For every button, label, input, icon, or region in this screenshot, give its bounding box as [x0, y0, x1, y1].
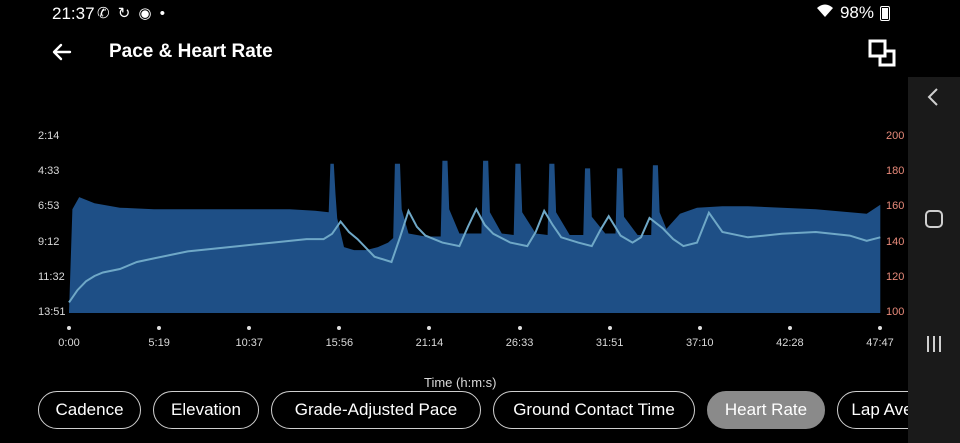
x-tick-dot [697, 326, 702, 330]
battery-icon [880, 5, 890, 21]
page-title: Pace & Heart Rate [109, 41, 273, 62]
y-tick-label-right: 140 [886, 235, 905, 248]
x-tick-label: 37:10 [686, 337, 714, 349]
x-tick-label: 0:00 [58, 337, 80, 349]
chip-elevation[interactable]: Elevation [153, 391, 259, 429]
status-bar: 21:37 ✆ ↻ ◉ • 98% [0, 0, 908, 28]
x-tick-label: 5:19 [148, 337, 170, 349]
x-tick-dot [878, 326, 882, 330]
y-tick-label-left: 4:33 [38, 165, 60, 178]
status-time: 21:37 [52, 4, 95, 23]
x-tick-dot [607, 326, 612, 330]
wifi-icon [816, 3, 834, 23]
pace-area [69, 160, 881, 313]
x-tick-label: 26:33 [505, 337, 534, 349]
x-tick-label: 15:56 [325, 337, 354, 349]
x-tick-label: 21:14 [415, 337, 444, 349]
x-tick-dot [427, 326, 432, 330]
y-tick-label-right: 100 [886, 306, 905, 318]
metric-chips: Cadence Elevation Grade-Adjusted Pace Groun… [38, 391, 908, 435]
chip-ground-contact-time[interactable]: Ground Contact Time [493, 391, 695, 429]
x-axis-title: Time (h:m:s) [424, 375, 497, 390]
x-tick-dot [67, 326, 71, 330]
back-chevron-icon[interactable] [922, 85, 946, 109]
heart-rate-line [68, 206, 881, 303]
recents-icon[interactable] [922, 332, 946, 356]
y-tick-label-right: 120 [886, 270, 905, 283]
x-tick-dot [517, 326, 522, 330]
system-nav-bar [908, 77, 960, 443]
x-tick-label: 47:47 [866, 337, 894, 349]
chip-cadence[interactable]: Cadence [38, 391, 141, 429]
y-tick-label-right: 160 [886, 200, 905, 213]
notification-icons: ✆ ↻ ◉ • [97, 5, 167, 22]
x-tick-dot [157, 326, 162, 330]
y-tick-label-left: 9:12 [38, 235, 60, 248]
x-tick-dot [247, 326, 252, 330]
app-header: Pace & Heart Rate [0, 32, 908, 76]
x-tick-label: 31:51 [595, 337, 624, 349]
chip-heart-rate[interactable]: Heart Rate [707, 391, 825, 429]
battery-percent: 98% [839, 3, 874, 22]
chip-lap-ave[interactable]: Lap Ave [837, 391, 908, 429]
x-tick-label: 42:28 [776, 337, 804, 349]
status-right: 98% [816, 3, 890, 23]
y-tick-label-left: 6:53 [38, 200, 60, 213]
y-tick-label-right: 180 [886, 165, 905, 178]
back-arrow-icon[interactable] [48, 38, 76, 66]
chip-grade-adjusted-pace[interactable]: Grade-Adjusted Pace [271, 391, 481, 429]
x-tick-dot [337, 326, 342, 330]
home-icon[interactable] [922, 207, 946, 231]
y-tick-label-left: 13:51 [38, 306, 66, 318]
y-tick-label-right: 200 [886, 130, 905, 142]
fullscreen-icon[interactable] [867, 38, 897, 68]
y-tick-label-left: 2:14 [38, 130, 60, 142]
x-tick-label: 10:37 [235, 337, 263, 349]
x-tick-dot [787, 326, 792, 330]
pace-heart-rate-chart[interactable] [0, 0, 908, 360]
y-tick-label-left: 11:32 [38, 270, 65, 283]
